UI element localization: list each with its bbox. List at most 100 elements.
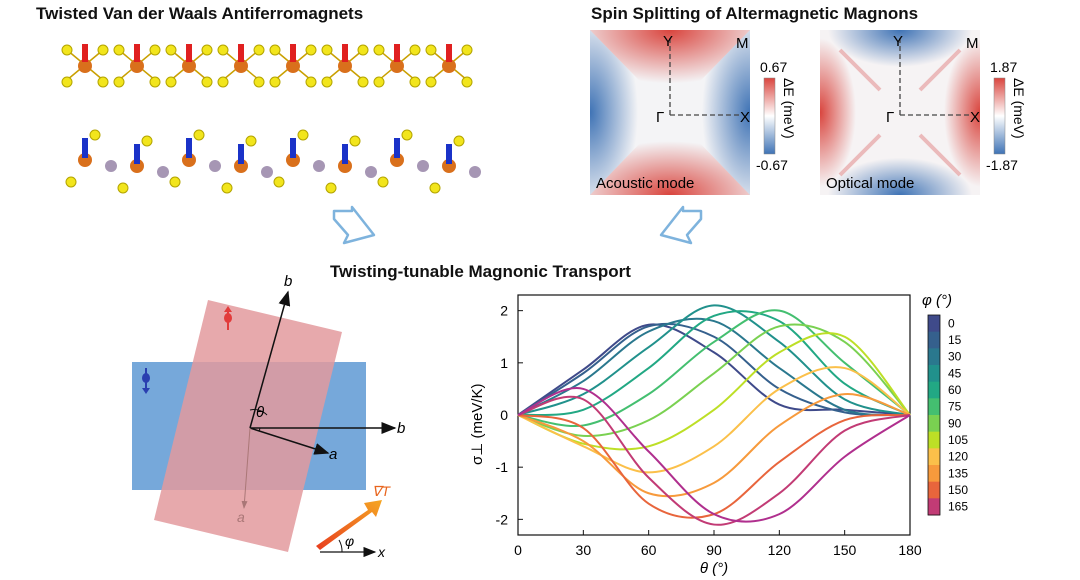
yellow-atom bbox=[425, 76, 437, 88]
magnetic-atom bbox=[182, 59, 196, 73]
magnetic-atom bbox=[130, 159, 144, 173]
plot-frame bbox=[517, 294, 911, 536]
mode-label-acoustic: Acoustic mode bbox=[596, 175, 694, 192]
axis-b-right-label: b bbox=[397, 420, 405, 437]
series-line bbox=[517, 317, 911, 417]
title-twisted-antiferromagnets: Twisted Van der Waals Antiferromagnets bbox=[36, 4, 364, 23]
yellow-atom bbox=[409, 44, 421, 56]
yellow-atom bbox=[149, 44, 161, 56]
legend-label: 150 bbox=[948, 483, 968, 497]
legend-swatch bbox=[928, 348, 940, 366]
gradient-label: ∇T bbox=[372, 483, 391, 499]
series-line bbox=[517, 413, 911, 519]
legend-label: 90 bbox=[948, 416, 962, 430]
yellow-atom bbox=[217, 44, 229, 56]
y-tick-label: -2 bbox=[496, 511, 509, 527]
legend-swatch bbox=[928, 498, 940, 516]
legend-swatch bbox=[928, 398, 940, 416]
magnetic-atom bbox=[390, 59, 404, 73]
yellow-atom bbox=[269, 76, 281, 88]
series-line bbox=[517, 387, 911, 523]
legend-swatch bbox=[928, 381, 940, 399]
lilac-atom bbox=[209, 160, 221, 172]
colorbar-min: -1.87 bbox=[986, 157, 1018, 173]
legend-swatch bbox=[928, 448, 940, 466]
colorbar-max: 0.67 bbox=[760, 59, 787, 75]
series-line bbox=[517, 309, 911, 428]
yellow-atom bbox=[409, 76, 421, 88]
legend-colorbar: 0 15 30 45 60 75 90 105 120 135 150 165 bbox=[927, 314, 968, 516]
axis-a-label: a bbox=[329, 446, 337, 463]
axis-x-label: x bbox=[377, 544, 386, 560]
yellow-atom bbox=[201, 44, 213, 56]
yellow-atom bbox=[165, 44, 177, 56]
colorbar-max: 1.87 bbox=[990, 59, 1017, 75]
yellow-atom bbox=[61, 44, 73, 56]
yellow-atom bbox=[245, 135, 257, 147]
legend-label: 105 bbox=[948, 433, 968, 447]
y-ticks: 2 1 0 -1 -2 bbox=[496, 303, 523, 527]
series-line bbox=[517, 304, 911, 416]
yellow-atom bbox=[97, 44, 109, 56]
x-tick-label: 60 bbox=[641, 542, 657, 558]
legend-label: 135 bbox=[948, 466, 968, 480]
magnetic-atom bbox=[338, 59, 352, 73]
spin-up-arrow-icon bbox=[290, 44, 296, 62]
colorbar-label: ΔE (meV) bbox=[1011, 78, 1027, 139]
magnetic-atom bbox=[442, 59, 456, 73]
series-line bbox=[517, 366, 911, 474]
spin-down-arrow-icon bbox=[186, 138, 192, 158]
magnetic-atom bbox=[390, 153, 404, 167]
angle-phi-label: φ bbox=[345, 533, 354, 549]
angle-theta-label: θ bbox=[256, 404, 264, 421]
crystal-structure-illustration bbox=[61, 44, 481, 194]
spin-down-icon bbox=[142, 368, 150, 394]
spin-down-arrow-icon bbox=[82, 138, 88, 158]
yellow-atom bbox=[117, 182, 129, 194]
yellow-atom bbox=[217, 76, 229, 88]
title-magnonic-transport: Twisting-tunable Magnonic Transport bbox=[330, 262, 631, 281]
legend-label: 60 bbox=[948, 383, 962, 397]
heatmap-acoustic: Y M Γ X Acoustic mode 0.67 -0.67 ΔE (meV… bbox=[590, 30, 797, 195]
point-m-label: M bbox=[736, 35, 749, 52]
y-axis-title: σ⊥ (meV/K) bbox=[469, 383, 486, 465]
series-line bbox=[517, 323, 911, 437]
spin-up-arrow-icon bbox=[82, 44, 88, 62]
lilac-atom bbox=[417, 160, 429, 172]
legend-label: 165 bbox=[948, 500, 968, 514]
colorbar-min: -0.67 bbox=[756, 157, 788, 173]
legend-label: 75 bbox=[948, 400, 962, 414]
x-tick-label: 90 bbox=[706, 542, 722, 558]
x-ticks: 0 30 60 90 120 150 180 bbox=[514, 530, 922, 558]
legend-swatch bbox=[928, 331, 940, 349]
yellow-atom bbox=[373, 76, 385, 88]
x-tick-label: 180 bbox=[898, 542, 922, 558]
magnetic-atom bbox=[78, 153, 92, 167]
yellow-atom bbox=[321, 44, 333, 56]
point-gamma-label: Γ bbox=[886, 109, 894, 126]
yellow-atom bbox=[253, 44, 265, 56]
yellow-atom bbox=[373, 44, 385, 56]
temperature-gradient-arrow bbox=[316, 500, 382, 550]
spin-up-arrow-icon bbox=[394, 44, 400, 62]
x-tick-label: 0 bbox=[514, 542, 522, 558]
red-layer bbox=[154, 300, 342, 552]
y-tick-label: 2 bbox=[500, 303, 508, 319]
yellow-atom bbox=[113, 76, 125, 88]
yellow-atom bbox=[377, 176, 389, 188]
spin-down-arrow-icon bbox=[446, 144, 452, 164]
legend-title: φ (°) bbox=[922, 292, 952, 309]
yellow-atom bbox=[97, 76, 109, 88]
yellow-atom bbox=[113, 44, 125, 56]
spin-up-arrow-icon bbox=[238, 44, 244, 62]
magnetic-atom bbox=[442, 159, 456, 173]
yellow-atom bbox=[169, 176, 181, 188]
spin-up-arrow-icon bbox=[446, 44, 452, 62]
flow-arrow-right bbox=[659, 205, 703, 245]
x-tick-label: 150 bbox=[833, 542, 857, 558]
x-tick-label: 120 bbox=[768, 542, 792, 558]
magnetic-atom bbox=[338, 159, 352, 173]
yellow-atom bbox=[349, 135, 361, 147]
spin-down-arrow-icon bbox=[134, 144, 140, 164]
yellow-atom bbox=[461, 76, 473, 88]
